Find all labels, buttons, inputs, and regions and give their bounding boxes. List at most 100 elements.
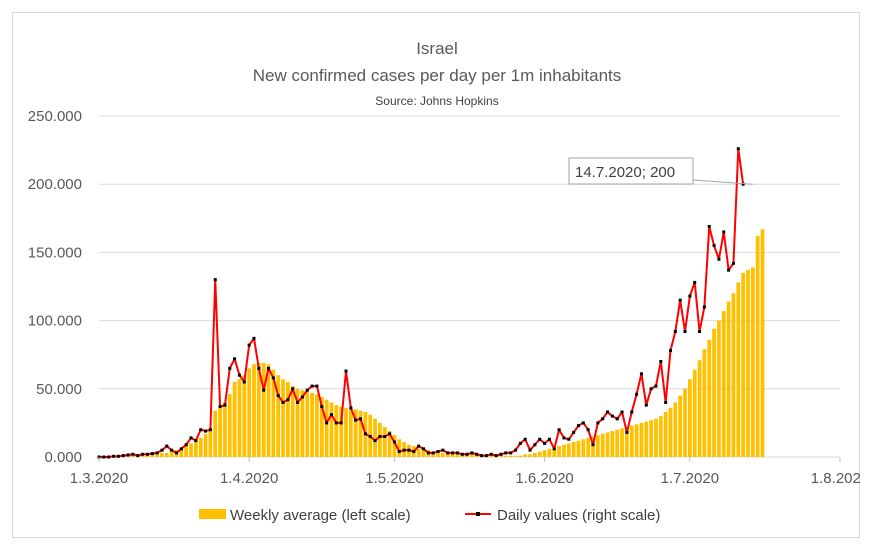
y-tick-label: 100.000 <box>28 313 82 330</box>
bar <box>687 379 692 457</box>
bar <box>397 439 402 457</box>
bar <box>193 440 198 457</box>
line-point <box>664 400 668 404</box>
bar <box>678 395 683 457</box>
bar <box>421 450 426 457</box>
bar <box>440 452 445 457</box>
chart-subtitle: New confirmed cases per day per 1m inhab… <box>253 66 622 85</box>
x-tick-label: 1.7.2020 <box>661 470 719 487</box>
line-point <box>470 451 474 455</box>
line-point <box>402 448 406 452</box>
bar <box>242 375 247 457</box>
line-point <box>499 452 503 456</box>
bar <box>523 454 528 457</box>
line-point <box>373 439 377 443</box>
bar <box>295 388 300 457</box>
line-point <box>514 448 518 452</box>
bar <box>658 416 663 457</box>
line-point <box>712 244 716 248</box>
line-point <box>320 405 324 409</box>
line-point <box>388 432 392 436</box>
bar <box>562 444 566 457</box>
line-point <box>538 437 542 441</box>
bar <box>305 391 310 457</box>
line-point <box>107 455 111 459</box>
line-point <box>426 451 430 455</box>
line-point <box>329 413 333 417</box>
bar <box>586 437 591 457</box>
line-point <box>518 441 522 445</box>
line-point <box>465 452 469 456</box>
line-point <box>581 421 585 425</box>
bar <box>285 381 290 457</box>
line-point <box>300 395 304 399</box>
line-point <box>591 443 595 447</box>
bar <box>184 446 189 457</box>
line-point <box>601 417 605 421</box>
bar <box>489 455 494 457</box>
bar <box>445 452 450 457</box>
line-point <box>174 451 178 455</box>
bar <box>673 402 678 457</box>
bar <box>169 451 174 457</box>
bar <box>218 407 222 457</box>
line-point <box>731 261 735 265</box>
x-tick-label: 1.3.2020 <box>70 470 128 487</box>
bar <box>223 402 227 457</box>
bar <box>416 448 421 457</box>
line-point <box>155 451 159 455</box>
bar <box>644 421 649 457</box>
line-point <box>635 392 639 396</box>
line-point <box>639 372 643 376</box>
line-point <box>291 387 295 391</box>
bar <box>649 420 654 457</box>
line-point <box>436 450 440 454</box>
line-point <box>392 440 396 444</box>
line-point <box>252 336 256 340</box>
bar <box>513 455 518 457</box>
bar <box>576 440 581 457</box>
line-point <box>257 366 261 370</box>
bar <box>692 369 697 457</box>
line-point <box>368 435 372 439</box>
line-point <box>707 224 711 228</box>
y-tick-label: 0.000 <box>44 449 82 466</box>
line-point <box>349 406 353 410</box>
bar <box>557 446 561 457</box>
bar <box>189 443 193 457</box>
bar <box>353 409 358 457</box>
line-point <box>189 436 193 440</box>
bar <box>203 433 208 457</box>
bar <box>717 320 721 457</box>
bar <box>518 455 523 457</box>
y-tick-label: 200.000 <box>28 176 82 193</box>
line-point <box>460 452 464 456</box>
y-tick-label: 50.000 <box>36 381 82 398</box>
bar <box>358 410 363 457</box>
line-point <box>688 294 692 298</box>
bar <box>508 455 513 457</box>
y-tick-label: 250.000 <box>28 108 82 125</box>
annotation-leader <box>692 179 753 185</box>
bar <box>697 360 702 457</box>
line-point <box>296 400 300 404</box>
bar <box>552 447 557 457</box>
bar <box>300 390 305 457</box>
bar <box>726 301 731 457</box>
line-point <box>698 330 702 334</box>
annotation-label: 14.7.2020; 200 <box>575 164 675 181</box>
line-point <box>276 394 280 398</box>
bar <box>610 431 615 457</box>
line-point <box>281 400 285 404</box>
chart-frame: Israel New confirmed cases per day per 1… <box>12 12 861 538</box>
bar <box>712 328 716 457</box>
line-point <box>557 428 561 432</box>
bar <box>208 429 213 457</box>
line-point <box>199 428 203 432</box>
line-point <box>543 441 547 445</box>
bar <box>581 439 586 457</box>
bar <box>625 426 629 457</box>
line-point <box>315 384 319 388</box>
line-point <box>494 454 498 458</box>
line-point <box>562 436 566 440</box>
